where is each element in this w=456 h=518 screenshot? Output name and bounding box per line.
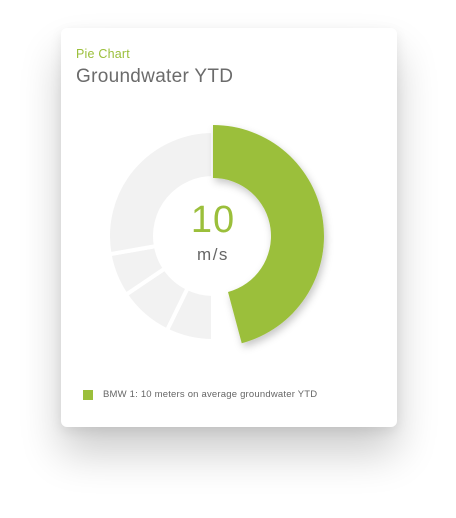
donut-background-segment xyxy=(106,128,215,257)
legend-swatch xyxy=(83,389,93,400)
chart-card: Pie Chart Groundwater YTD 10 m/s BMW 1: … xyxy=(61,28,397,427)
chart-title: Groundwater YTD xyxy=(76,66,234,87)
chart-type-label: Pie Chart xyxy=(76,47,130,61)
donut-chart xyxy=(106,125,325,344)
center-value: 10 xyxy=(190,199,236,241)
center-unit: m/s xyxy=(197,245,229,264)
legend: BMW 1: 10 meters on average groundwater … xyxy=(83,389,317,400)
donut-slice-bmw-1[interactable] xyxy=(213,125,325,344)
legend-entry-label: BMW 1: 10 meters on average groundwater … xyxy=(103,389,318,400)
